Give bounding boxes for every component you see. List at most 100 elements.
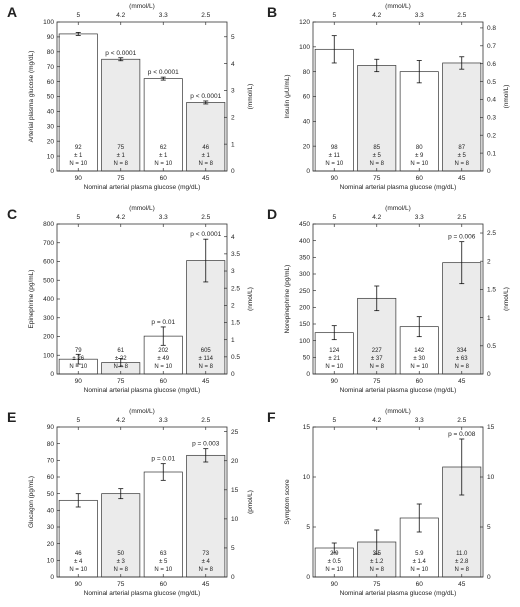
plot-frame [56, 426, 228, 578]
right-y-tick-label: 2 [231, 303, 235, 310]
bar-value-label: ± 9 [415, 153, 424, 159]
error-bar [374, 285, 380, 312]
bar-value-label: N = 10 [325, 364, 344, 370]
p-value-label: p = 0.006 [448, 234, 476, 241]
right-y-axis-label: (nmol/L) [247, 287, 254, 311]
bar [101, 58, 141, 172]
bar-value-label: 50 [117, 551, 124, 557]
bar-value-label: 11.0 [456, 551, 468, 557]
bar-value-label: 98 [331, 145, 338, 151]
p-value-label: p = 0.003 [192, 441, 220, 448]
x-tick-label: 90 [331, 581, 339, 588]
top-x-tick-label: 3.3 [159, 417, 168, 424]
plot-frame [312, 223, 484, 375]
bar-value-label: 61 [117, 348, 124, 354]
panel-label: D [267, 206, 277, 222]
bar-value-label: 87 [458, 145, 465, 151]
right-y-tick-label: 2 [487, 258, 491, 265]
y-tick-label: 0 [50, 168, 54, 175]
top-axis-label: (mmol/L) [385, 205, 411, 212]
error-bar [160, 326, 166, 346]
y-tick-label: 30 [47, 524, 55, 531]
bar-value-label: ± 0.5 [328, 559, 342, 565]
top-x-tick-label: 5 [76, 214, 80, 221]
bar-value-label: 142 [414, 348, 425, 354]
p-value-label: p = 0.008 [448, 431, 476, 438]
y-tick-label: 500 [43, 277, 54, 284]
error-bar [459, 56, 465, 70]
p-value-label: p < 0.0001 [190, 93, 221, 100]
y-tick-label: 80 [303, 69, 311, 76]
bar-value-label: ± 1 [202, 153, 211, 159]
error-bar [160, 463, 166, 481]
right-y-tick-label: 0.5 [487, 343, 496, 350]
error-bar [75, 32, 81, 36]
bar-value-label: N = 10 [154, 567, 173, 573]
x-tick-label: 90 [75, 581, 83, 588]
bar-value-label: ± 1 [74, 153, 83, 159]
top-x-tick-label: 3.3 [415, 12, 424, 19]
y-tick-label: 80 [47, 441, 55, 448]
right-y-tick-label: 0.3 [487, 115, 496, 122]
bar-value-label: 63 [160, 551, 167, 557]
error-bar [416, 316, 422, 338]
chart-panel-b: B 0 20 40 60 80 100 120 0 0.1 0.2 0.3 0.4 0.5 0.6 0.7 0.… [267, 3, 510, 191]
error-bar [203, 448, 209, 463]
y-tick-label: 600 [43, 259, 54, 266]
error-bar [374, 58, 380, 73]
x-tick-label: 75 [373, 581, 381, 588]
y-tick-label: 350 [299, 255, 310, 262]
x-axis-label: Nominal arterial plasma glucose (mg/dL) [340, 590, 457, 597]
top-x-tick-label: 2.5 [457, 12, 466, 19]
right-y-axis-label: (mmol/L) [247, 84, 254, 110]
right-y-tick-label: 4 [231, 234, 235, 241]
x-tick-label: 45 [202, 378, 210, 385]
bar-value-label: ± 49 [157, 356, 169, 362]
top-x-tick-label: 4.2 [372, 417, 381, 424]
y-tick-label: 300 [43, 315, 54, 322]
y-tick-label: 60 [47, 474, 55, 481]
right-y-tick-label: 15 [487, 424, 495, 431]
p-value-label: p = 0.01 [151, 456, 175, 463]
right-y-tick-label: 1.5 [231, 320, 240, 327]
bar [314, 48, 354, 172]
right-y-tick-label: 3.5 [231, 251, 240, 258]
bar-value-label: 85 [373, 145, 380, 151]
top-axis-label: (mmol/L) [129, 205, 155, 212]
y-tick-label: 200 [299, 305, 310, 312]
chart-panel-d: D 0 50 100 150 200 250 300 350 400 450 0 0.5 1 1.5 2 2.5… [267, 205, 510, 394]
bar-value-label: ± 3 [117, 559, 126, 565]
bar-value-label: 75 [117, 145, 124, 151]
y-tick-label: 400 [299, 238, 310, 245]
error-bar [331, 542, 337, 554]
right-y-axis-label: (nmol/L) [503, 85, 510, 109]
right-y-tick-label: 0.5 [487, 79, 496, 86]
y-axis-label: Norepinephrine (pg/mL) [284, 265, 291, 334]
top-x-tick-label: 4.2 [372, 12, 381, 19]
y-tick-label: 90 [47, 34, 55, 41]
x-axis-label: Nominal arterial plasma glucose (mg/dL) [84, 590, 201, 597]
bar-value-label: N = 10 [69, 567, 88, 573]
bar-value-label: 46 [202, 145, 209, 151]
bar [101, 493, 141, 578]
x-tick-label: 75 [117, 581, 125, 588]
y-tick-label: 80 [47, 49, 55, 56]
x-tick-label: 60 [160, 175, 168, 182]
bar-value-label: ± 1 [117, 153, 126, 159]
right-y-tick-label: 1.5 [487, 287, 496, 294]
error-bar [160, 76, 166, 81]
bar-value-label: N = 10 [154, 161, 173, 167]
top-axis-label: (mmol/L) [129, 408, 155, 415]
y-tick-label: 10 [47, 558, 55, 565]
right-y-tick-label: 0 [487, 574, 491, 581]
bar-value-label: N = 10 [325, 567, 344, 573]
x-tick-label: 60 [160, 378, 168, 385]
error-bar [331, 35, 337, 64]
x-tick-label: 45 [202, 175, 210, 182]
y-tick-label: 20 [47, 541, 55, 548]
right-y-tick-label: 0 [231, 574, 235, 581]
bar-value-label: N = 8 [198, 364, 213, 370]
bar-value-label: 124 [329, 348, 340, 354]
right-y-tick-label: 0.1 [487, 150, 496, 157]
